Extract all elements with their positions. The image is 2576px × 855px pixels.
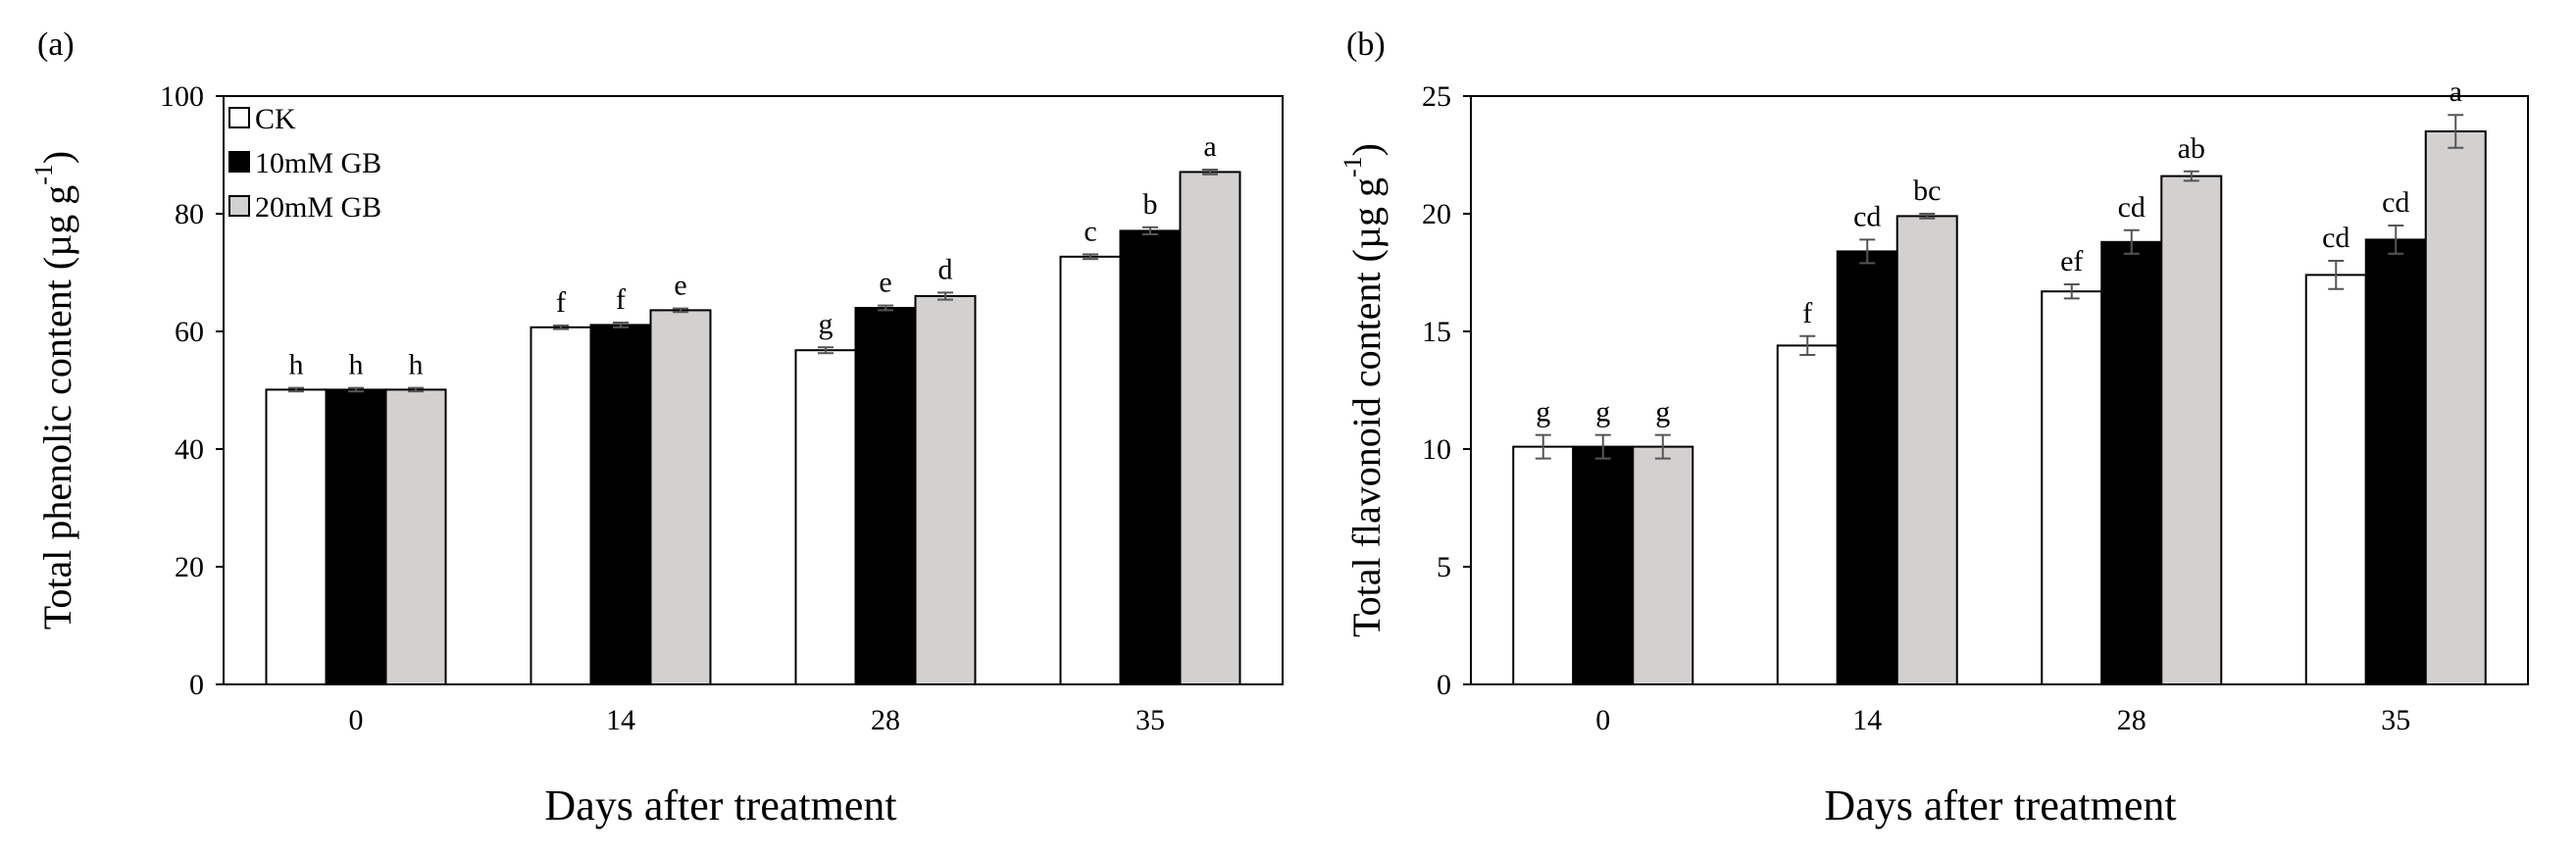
x-axis-title: Days after treatment [1824, 781, 2176, 830]
plot-frame [223, 95, 1284, 685]
significance-label: cd [2382, 186, 2409, 219]
y-tick-label: 15 [1422, 316, 1451, 348]
bar [1512, 445, 1575, 685]
y-tick-label: 40 [175, 433, 204, 466]
significance-label: d [938, 253, 953, 285]
significance-label: ef [2060, 245, 2083, 277]
y-axis-title-main: Total phenolic content (µg g [35, 185, 79, 629]
panel-label: (a) [37, 26, 75, 63]
x-tick-label: 14 [1852, 704, 1882, 736]
legend-swatch [228, 107, 250, 128]
bar [2100, 240, 2163, 686]
legend-swatch [228, 195, 250, 217]
legend-label: 10mM GB [255, 147, 381, 179]
significance-label: h [409, 349, 424, 381]
significance-label: g [1655, 396, 1670, 428]
legend-label: 20mM GB [255, 191, 381, 224]
legend-swatch [228, 151, 250, 173]
y-tick-label: 25 [1422, 80, 1451, 113]
bar [2424, 130, 2487, 685]
x-tick-label: 35 [1136, 704, 1165, 736]
y-tick-label: 100 [160, 80, 204, 113]
significance-label: h [289, 349, 304, 381]
y-tick-label: 10 [1422, 433, 1451, 466]
significance-label: cd [2322, 222, 2349, 254]
bar [2160, 175, 2223, 686]
y-tick-label: 60 [175, 316, 204, 348]
significance-label: h [349, 349, 364, 381]
y-tick-label: 0 [189, 669, 204, 701]
significance-label: f [556, 286, 566, 319]
x-tick-label: 35 [2381, 704, 2410, 736]
bar [530, 326, 592, 685]
bar [854, 307, 917, 685]
y-tick-label: 20 [1422, 198, 1451, 230]
y-tick-label: 20 [175, 551, 204, 583]
significance-label: e [674, 270, 686, 302]
significance-label: a [1203, 130, 1216, 163]
significance-label: cd [1853, 200, 1881, 232]
significance-label: f [616, 283, 626, 316]
bar [794, 349, 857, 685]
bar [325, 388, 387, 685]
significance-label: b [1143, 188, 1158, 221]
x-tick-label: 28 [871, 704, 900, 736]
significance-label: g [1536, 396, 1550, 428]
significance-label: ab [2178, 132, 2205, 165]
bar [2364, 238, 2427, 685]
bar [2041, 290, 2103, 685]
bar [1895, 215, 1958, 685]
x-tick-label: 14 [606, 704, 635, 736]
bar [589, 324, 652, 685]
bar [265, 388, 328, 685]
y-tick-label: 5 [1437, 551, 1451, 583]
bar [1836, 250, 1898, 685]
bar [1572, 445, 1635, 685]
legend-label: CK [255, 103, 296, 135]
y-axis-title-main: Total flavonoid content (µg g [1344, 177, 1389, 637]
significance-label: g [1595, 396, 1610, 428]
significance-label: f [1802, 297, 1812, 329]
y-axis-title-close: ) [35, 151, 79, 164]
y-axis-title: Total flavonoid content (µg g-1) [1339, 143, 1389, 637]
y-axis-title-superscript: -1 [1339, 156, 1367, 177]
plot-frame [1470, 95, 2529, 685]
y-axis-title-superscript: -1 [29, 164, 58, 185]
x-axis-title: Days after treatment [544, 781, 896, 830]
x-tick-label: 0 [1595, 704, 1610, 736]
bar [1632, 445, 1694, 685]
y-axis-title: Total phenolic content (µg g-1) [29, 151, 79, 629]
significance-label: bc [1913, 175, 1941, 207]
y-tick-label: 0 [1437, 669, 1451, 701]
significance-label: g [819, 308, 833, 340]
bar [384, 388, 447, 685]
bar [914, 295, 977, 685]
bar [649, 309, 712, 685]
x-tick-label: 0 [349, 704, 364, 736]
significance-label: e [879, 267, 891, 299]
bar [1179, 171, 1241, 685]
y-axis-title-close: ) [1344, 143, 1389, 156]
bar [1119, 229, 1182, 685]
bar [1776, 344, 1839, 685]
x-tick-label: 28 [2117, 704, 2147, 736]
y-tick-label: 80 [175, 198, 204, 230]
chart-panel-a: (a) 0 20 40 60 80 100 h h h 0 f f e 14 g e d 28 c b a 35 Days a… [29, 26, 1284, 830]
significance-label: a [2450, 75, 2462, 108]
significance-label: cd [2118, 191, 2146, 224]
bar [1059, 255, 1122, 685]
panel-label: (b) [1346, 26, 1386, 63]
significance-label: c [1084, 215, 1096, 247]
bar [2304, 274, 2367, 685]
